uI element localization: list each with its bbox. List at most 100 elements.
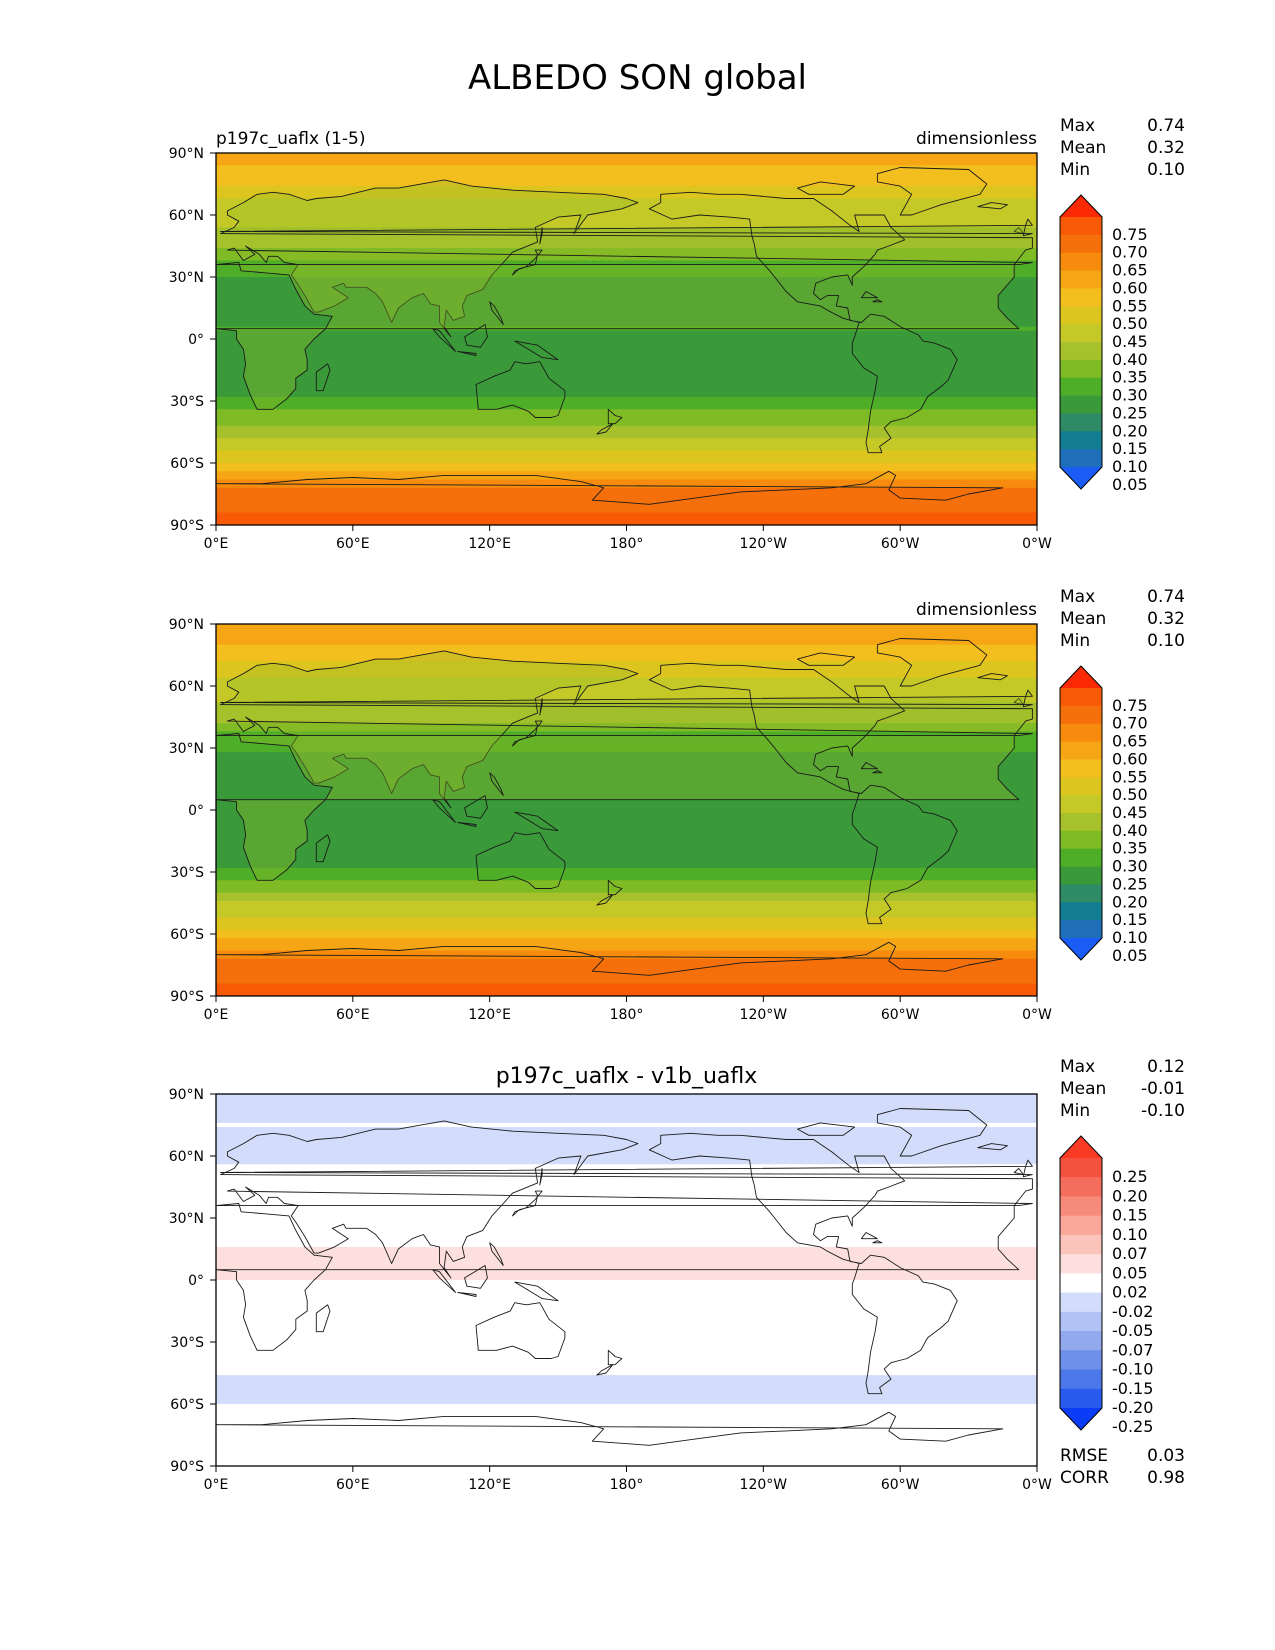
field-band <box>216 223 1037 228</box>
field-band <box>216 252 1037 257</box>
stat-value: 0.32 <box>1147 138 1185 158</box>
coastline <box>872 1240 883 1244</box>
field-band <box>216 376 1037 381</box>
field-band <box>216 1184 1037 1190</box>
coastline <box>872 299 883 303</box>
colorbar-label: 0.50 <box>1112 785 1148 804</box>
coastline <box>315 834 331 863</box>
colorbar-swatch <box>1060 431 1102 450</box>
field-band <box>216 843 1037 848</box>
field-band <box>216 272 1037 278</box>
field-band <box>216 239 1037 245</box>
stat-label: Mean <box>1060 1079 1106 1099</box>
x-tick-label: 60°E <box>336 1477 370 1493</box>
stat-label: Mean <box>1060 609 1106 629</box>
field-band <box>216 983 1037 989</box>
field-band <box>216 818 1037 823</box>
field-band <box>216 735 1037 741</box>
field-band <box>216 1110 1037 1116</box>
stat-value: 0.12 <box>1147 1057 1185 1077</box>
coastline <box>876 167 988 216</box>
colorbar-extend-top <box>1060 1136 1102 1158</box>
coastline <box>216 470 1004 505</box>
coastline <box>315 1304 331 1333</box>
coastline <box>475 361 566 418</box>
field-band <box>216 508 1037 514</box>
field-band <box>216 1127 1037 1132</box>
colorbar-label: 0.15 <box>1112 439 1148 458</box>
field-band <box>216 1172 1037 1178</box>
coastline <box>514 340 559 361</box>
coastline <box>977 673 1008 681</box>
field-band <box>216 979 1037 985</box>
field-band <box>216 1329 1037 1335</box>
field-band <box>216 1457 1037 1463</box>
colorbar-label: 0.05 <box>1112 946 1148 965</box>
colorbar-swatch <box>1060 866 1102 885</box>
x-tick-label: 120°E <box>468 1477 511 1493</box>
colorbar-label: 0.40 <box>1112 821 1148 840</box>
field-band <box>216 1284 1037 1289</box>
field-band <box>216 458 1037 464</box>
x-tick-label: 0°W <box>1022 536 1052 552</box>
field-band <box>216 644 1037 650</box>
coastline <box>216 733 1020 881</box>
field-band <box>216 855 1037 861</box>
stat-value: -0.01 <box>1141 1079 1185 1099</box>
field-band <box>216 198 1037 204</box>
field-band <box>216 1379 1037 1384</box>
field-band <box>216 281 1037 286</box>
coastline <box>220 1120 1033 1279</box>
field-band <box>216 781 1037 786</box>
field-band <box>216 186 1037 191</box>
field-band <box>216 785 1037 790</box>
colorbar-swatch <box>1060 1158 1102 1178</box>
field-band <box>216 863 1037 869</box>
field-band <box>216 847 1037 852</box>
colorbar-label: 0.20 <box>1112 1186 1148 1205</box>
colorbar-label: 0.10 <box>1112 457 1148 476</box>
field-band <box>216 661 1037 666</box>
x-tick-label: 60°W <box>881 536 920 552</box>
colorbar-swatch <box>1060 777 1102 796</box>
field-band <box>216 929 1037 935</box>
field-band <box>216 1416 1037 1422</box>
field-band <box>216 950 1037 956</box>
colorbar-label: 0.20 <box>1112 892 1148 911</box>
colorbar-label: 0.40 <box>1112 350 1148 369</box>
stat-label: Min <box>1060 631 1090 651</box>
field-band <box>216 1263 1037 1269</box>
field-band <box>216 1358 1037 1364</box>
coastline <box>315 363 331 392</box>
colorbar-swatch <box>1060 705 1102 725</box>
field-band <box>216 636 1037 642</box>
y-tick-label: 30°S <box>170 1335 204 1351</box>
colorbar-label: 0.35 <box>1112 368 1148 387</box>
coastline <box>514 1281 559 1302</box>
extra-stat-label: RMSE <box>1060 1446 1108 1466</box>
coastline <box>216 262 1020 410</box>
field-band <box>216 339 1037 344</box>
colorbar-swatch <box>1060 1196 1102 1217</box>
colorbar-extend-bottom <box>1060 1408 1102 1430</box>
coastline <box>457 350 477 356</box>
colorbar-swatch <box>1060 1311 1102 1332</box>
colorbar-label: 0.60 <box>1112 749 1148 768</box>
field-band <box>216 293 1037 299</box>
field-band <box>216 1453 1037 1459</box>
field-band <box>216 231 1037 237</box>
field-band <box>216 190 1037 195</box>
stat-label: Max <box>1060 587 1095 607</box>
y-tick-label: 30°N <box>169 270 204 286</box>
field-band <box>216 1151 1037 1157</box>
field-band <box>216 1275 1037 1281</box>
coastline <box>475 1302 566 1359</box>
colorbar-swatch <box>1060 377 1102 397</box>
field-band <box>216 264 1037 270</box>
colorbar-label: 0.65 <box>1112 732 1148 751</box>
field-band <box>216 343 1037 348</box>
field-band <box>216 1106 1037 1112</box>
field-band <box>216 202 1037 208</box>
field-band <box>216 248 1037 253</box>
field-band <box>216 991 1037 996</box>
